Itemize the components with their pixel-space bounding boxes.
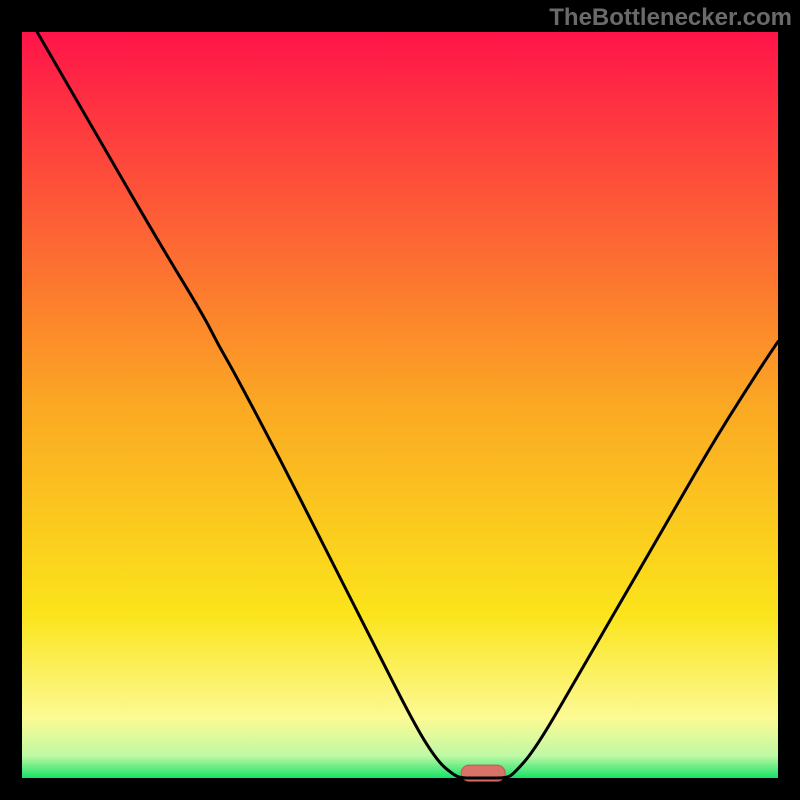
chart-container: TheBottlenecker.com bbox=[0, 0, 800, 800]
watermark-text: TheBottlenecker.com bbox=[549, 4, 792, 32]
bottleneck-curve bbox=[37, 32, 778, 778]
plot-area bbox=[22, 32, 778, 778]
curve-svg bbox=[22, 32, 778, 778]
